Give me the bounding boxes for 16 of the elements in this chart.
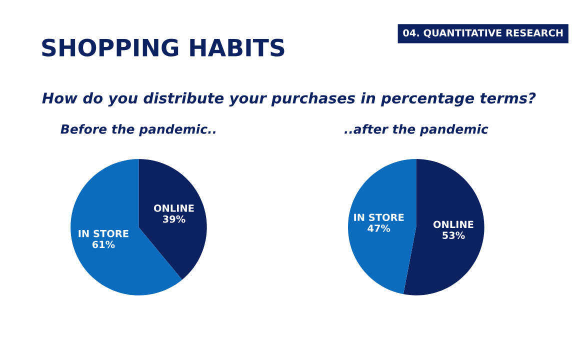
pie-slice <box>403 159 484 296</box>
slice-label: ONLINE <box>433 220 474 228</box>
text: SHOPPING HABITS <box>42 38 284 57</box>
text: 04. QUANTITATIVE RESEARCH <box>403 29 563 38</box>
text: How do you distribute your purchases in percentage terms? <box>42 92 536 107</box>
slice-label: IN STORE <box>354 214 404 222</box>
data-label: 47% <box>368 224 390 232</box>
data-label: 39% <box>163 215 186 223</box>
data-label: 61% <box>92 240 115 248</box>
chart-title: Before the pandemic.. <box>60 124 216 136</box>
pie-slice <box>348 159 416 294</box>
pie-slice <box>138 159 207 280</box>
slice-label: IN STORE <box>78 230 128 238</box>
slice-label: ONLINE <box>154 204 194 212</box>
chart-title: ..after the pandemic <box>344 124 488 136</box>
data-label: 53% <box>442 232 465 239</box>
